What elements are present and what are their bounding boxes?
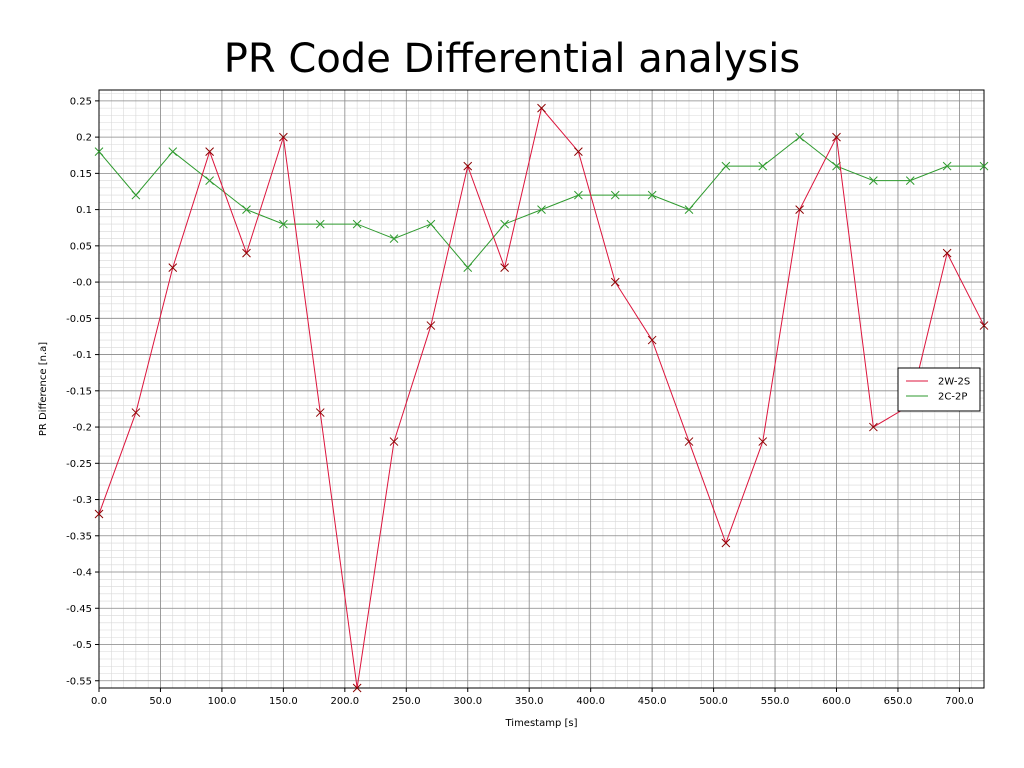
y-tick-label: 0.1: [76, 205, 92, 216]
y-tick-label: -0.45: [66, 604, 92, 615]
x-tick-label: 100.0: [208, 696, 237, 707]
x-tick-label: 300.0: [453, 696, 482, 707]
y-tick-label: -0.25: [66, 459, 92, 470]
y-tick-label: -0.3: [72, 495, 92, 506]
x-tick-label: 550.0: [761, 696, 790, 707]
x-tick-label: 50.0: [149, 696, 171, 707]
y-tick-label: -0.0: [72, 278, 92, 289]
x-tick-label: 650.0: [884, 696, 913, 707]
x-tick-label: 400.0: [576, 696, 605, 707]
x-tick-label: 150.0: [269, 696, 298, 707]
x-tick-label: 350.0: [515, 696, 544, 707]
legend-label-2c-2p: 2C-2P: [938, 392, 967, 403]
y-tick-label: 0.15: [70, 169, 92, 180]
x-axis-label: Timestamp [s]: [504, 718, 577, 729]
y-tick-label: -0.35: [66, 531, 92, 542]
x-axis: 0.0 50.0 100.0 150.0 200.0 250.0 300.0 350.0 400…: [91, 688, 974, 707]
legend: 2W-2S 2C-2P: [898, 368, 980, 411]
x-tick-label: 450.0: [638, 696, 667, 707]
legend-box: [898, 368, 980, 411]
y-tick-label: 0.25: [70, 96, 92, 107]
y-tick-label: -0.05: [66, 314, 92, 325]
y-tick-label: 0.2: [76, 133, 92, 144]
y-tick-label: -0.1: [72, 350, 92, 361]
y-tick-label: -0.2: [72, 423, 92, 434]
x-tick-label: 250.0: [392, 696, 421, 707]
legend-label-2w-2s: 2W-2S: [938, 377, 970, 388]
x-tick-label: 500.0: [699, 696, 728, 707]
y-tick-label: 0.05: [70, 241, 92, 252]
y-axis: 0.25 0.2 0.15 0.1 0.05 -0.0 -0.05 -0.1 -0.15 -0.2…: [66, 96, 99, 687]
y-tick-label: -0.4: [72, 568, 92, 579]
y-tick-label: -0.15: [66, 386, 92, 397]
x-tick-label: 700.0: [945, 696, 974, 707]
y-axis-label: PR Difference [n.a]: [38, 342, 49, 436]
y-tick-label: -0.55: [66, 676, 92, 687]
y-tick-label: -0.5: [72, 640, 92, 651]
x-tick-label: 200.0: [331, 696, 360, 707]
x-tick-label: 600.0: [822, 696, 851, 707]
minor-grid: [99, 90, 984, 688]
x-tick-label: 0.0: [91, 696, 107, 707]
